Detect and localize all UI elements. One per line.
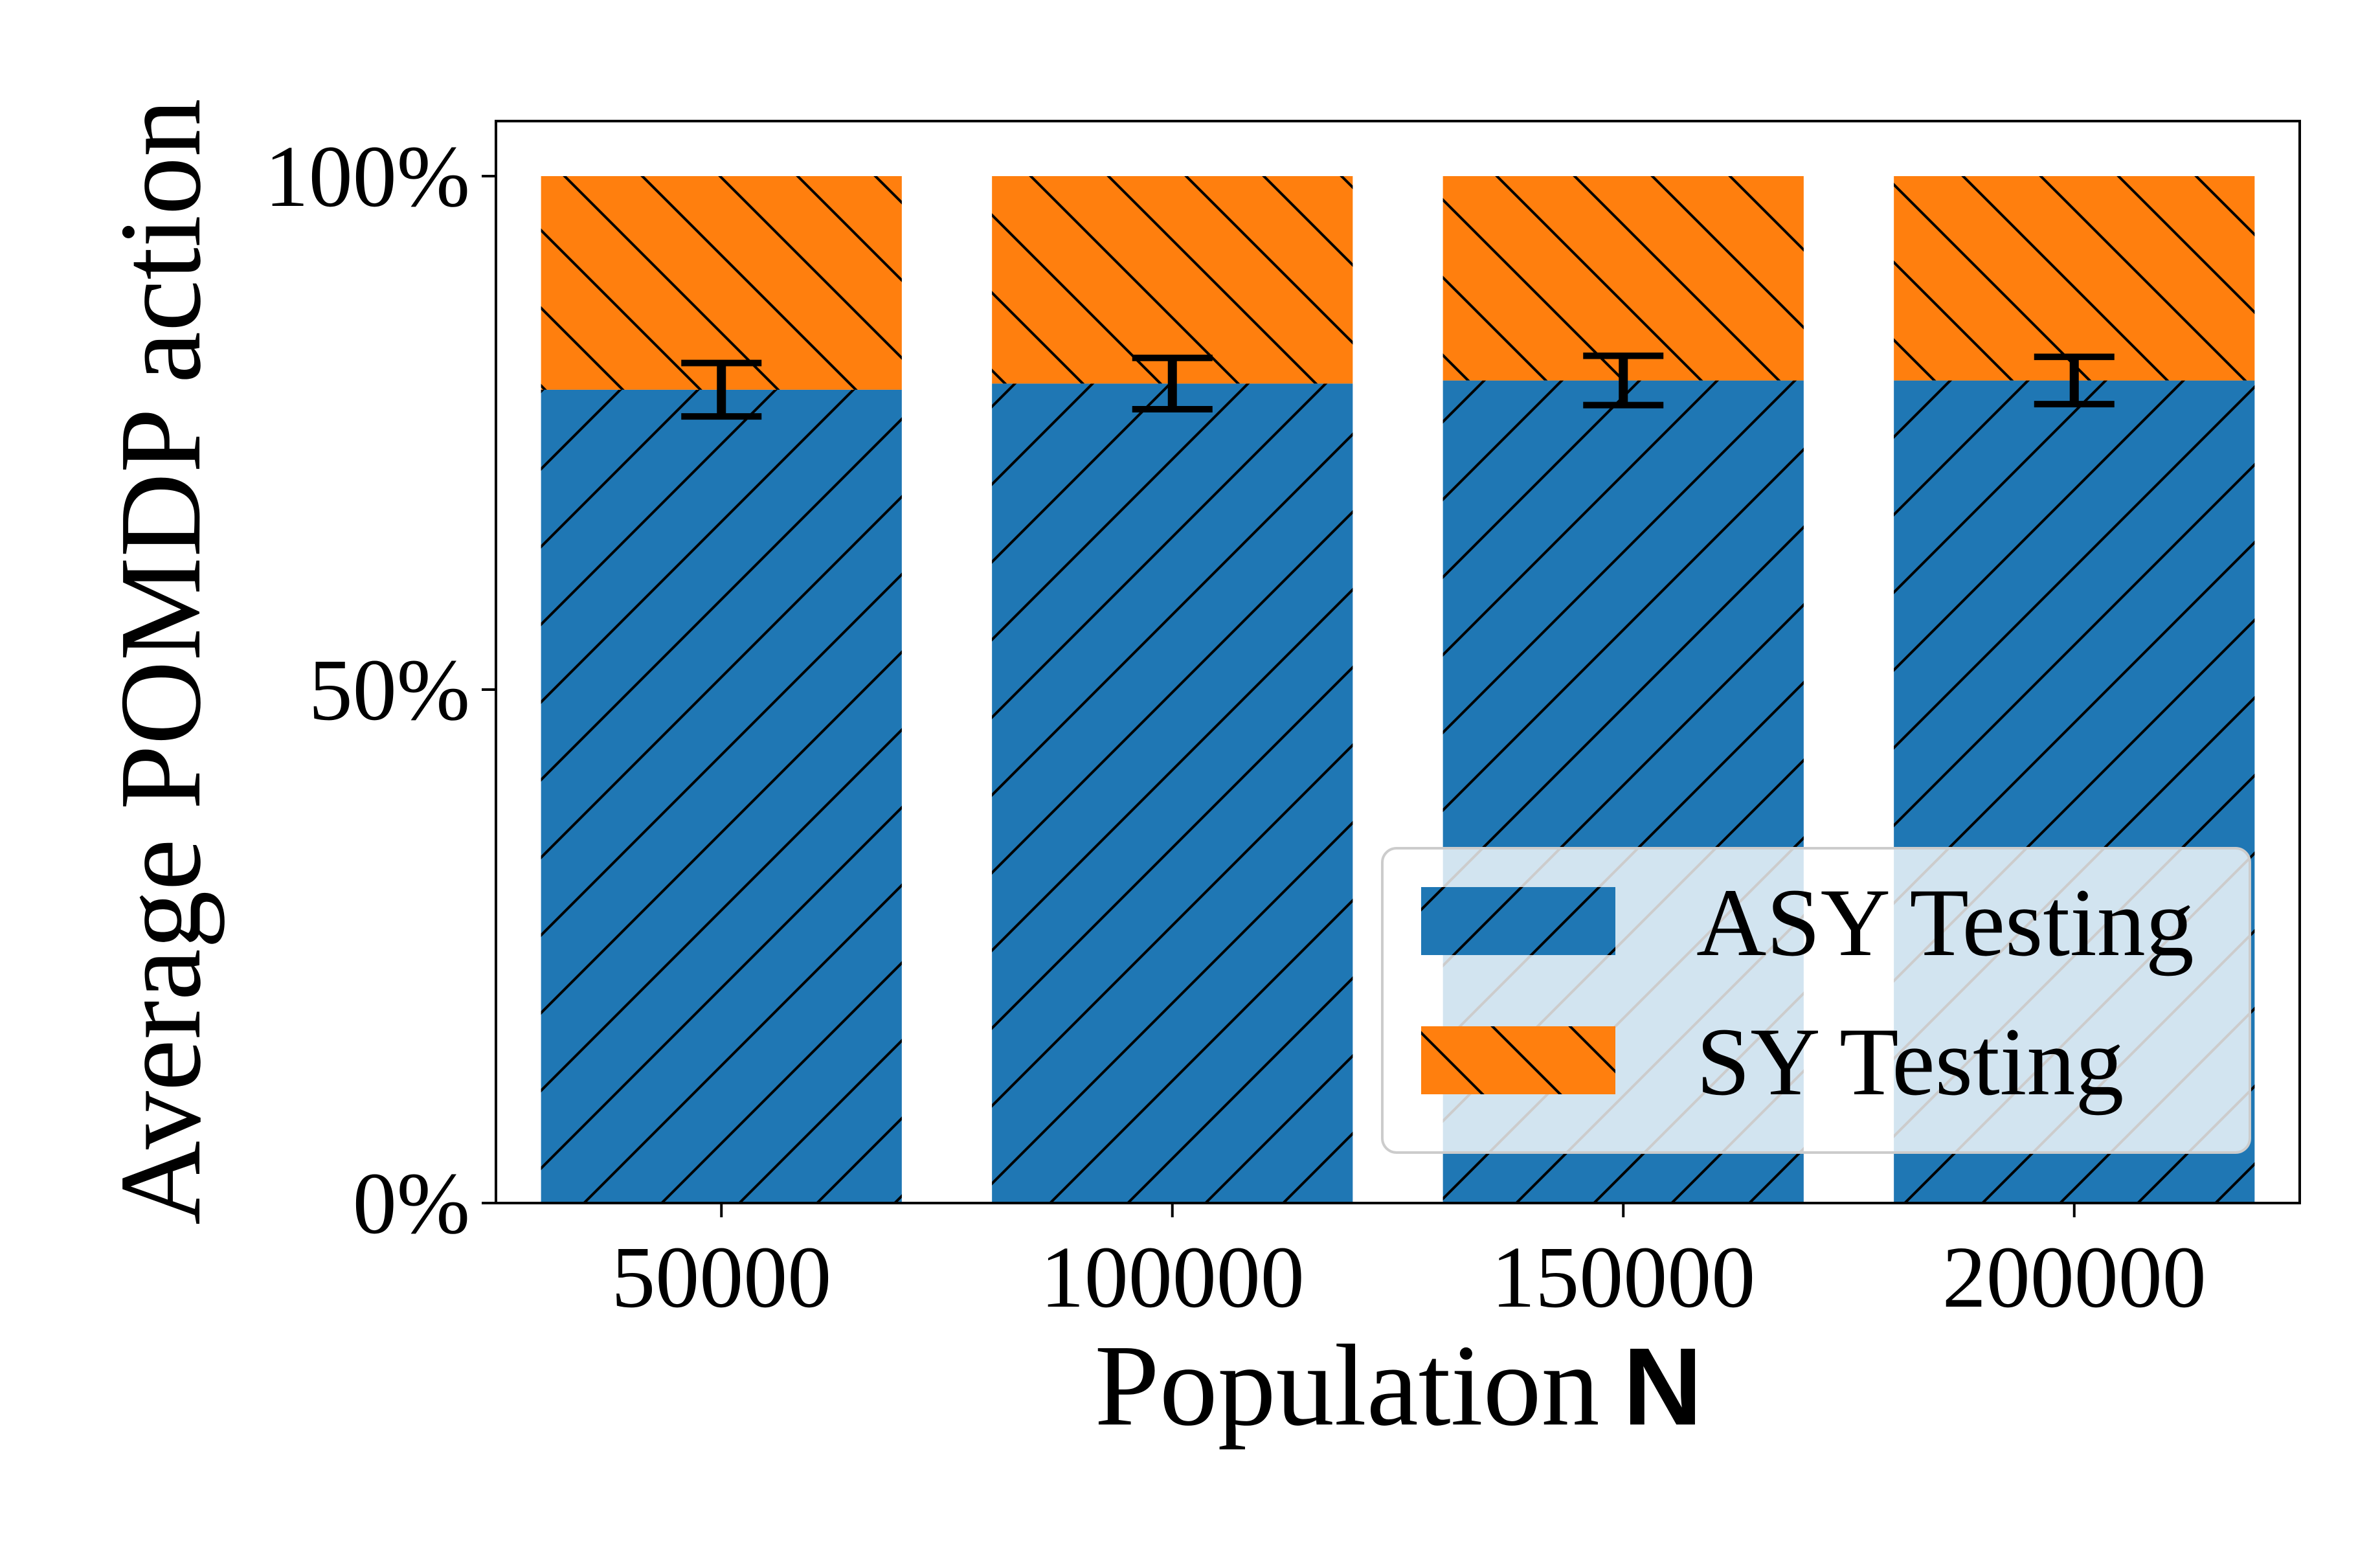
bar-sy-100000-hatch bbox=[992, 176, 1353, 384]
bar-sy-200000-hatch bbox=[1894, 176, 2255, 381]
bar-asy-50000-hatch bbox=[541, 389, 902, 1204]
legend: ASY Testing SY Testing bbox=[1381, 847, 2251, 1154]
y-tick-label-0: 0% bbox=[353, 1155, 470, 1252]
x-axis-label: Population N bbox=[1095, 1321, 1703, 1450]
legend-label-sy: SY Testing bbox=[1696, 1008, 2124, 1116]
legend-swatch-asy-hatch bbox=[1421, 887, 1615, 955]
x-tick-label-200000: 200000 bbox=[1942, 1229, 2206, 1326]
bar-asy-100000-hatch bbox=[992, 383, 1353, 1203]
legend-label-asy: ASY Testing bbox=[1696, 869, 2194, 976]
x-tick-label-100000: 100000 bbox=[1040, 1229, 1305, 1326]
bar-sy-50000-hatch bbox=[541, 176, 902, 390]
y-axis: 0% 50% 100% bbox=[265, 128, 496, 1252]
bar-sy-150000-hatch bbox=[1443, 176, 1804, 381]
x-tick-label-150000: 150000 bbox=[1491, 1229, 1755, 1326]
y-tick-label-50: 50% bbox=[309, 642, 470, 739]
plot-frame bbox=[495, 120, 2301, 1204]
x-axis-label-text: Population bbox=[1095, 1321, 1600, 1450]
error-bars bbox=[681, 352, 2115, 420]
x-axis-label-symbol: N bbox=[1623, 1325, 1703, 1448]
x-axis: 50000 100000 150000 200000 bbox=[611, 1203, 2206, 1326]
y-tick-label-100: 100% bbox=[265, 128, 470, 225]
legend-swatch-sy-hatch bbox=[1421, 1026, 1615, 1094]
x-tick-label-50000: 50000 bbox=[611, 1229, 831, 1326]
y-axis-label: Average POMDP action bbox=[96, 98, 225, 1225]
